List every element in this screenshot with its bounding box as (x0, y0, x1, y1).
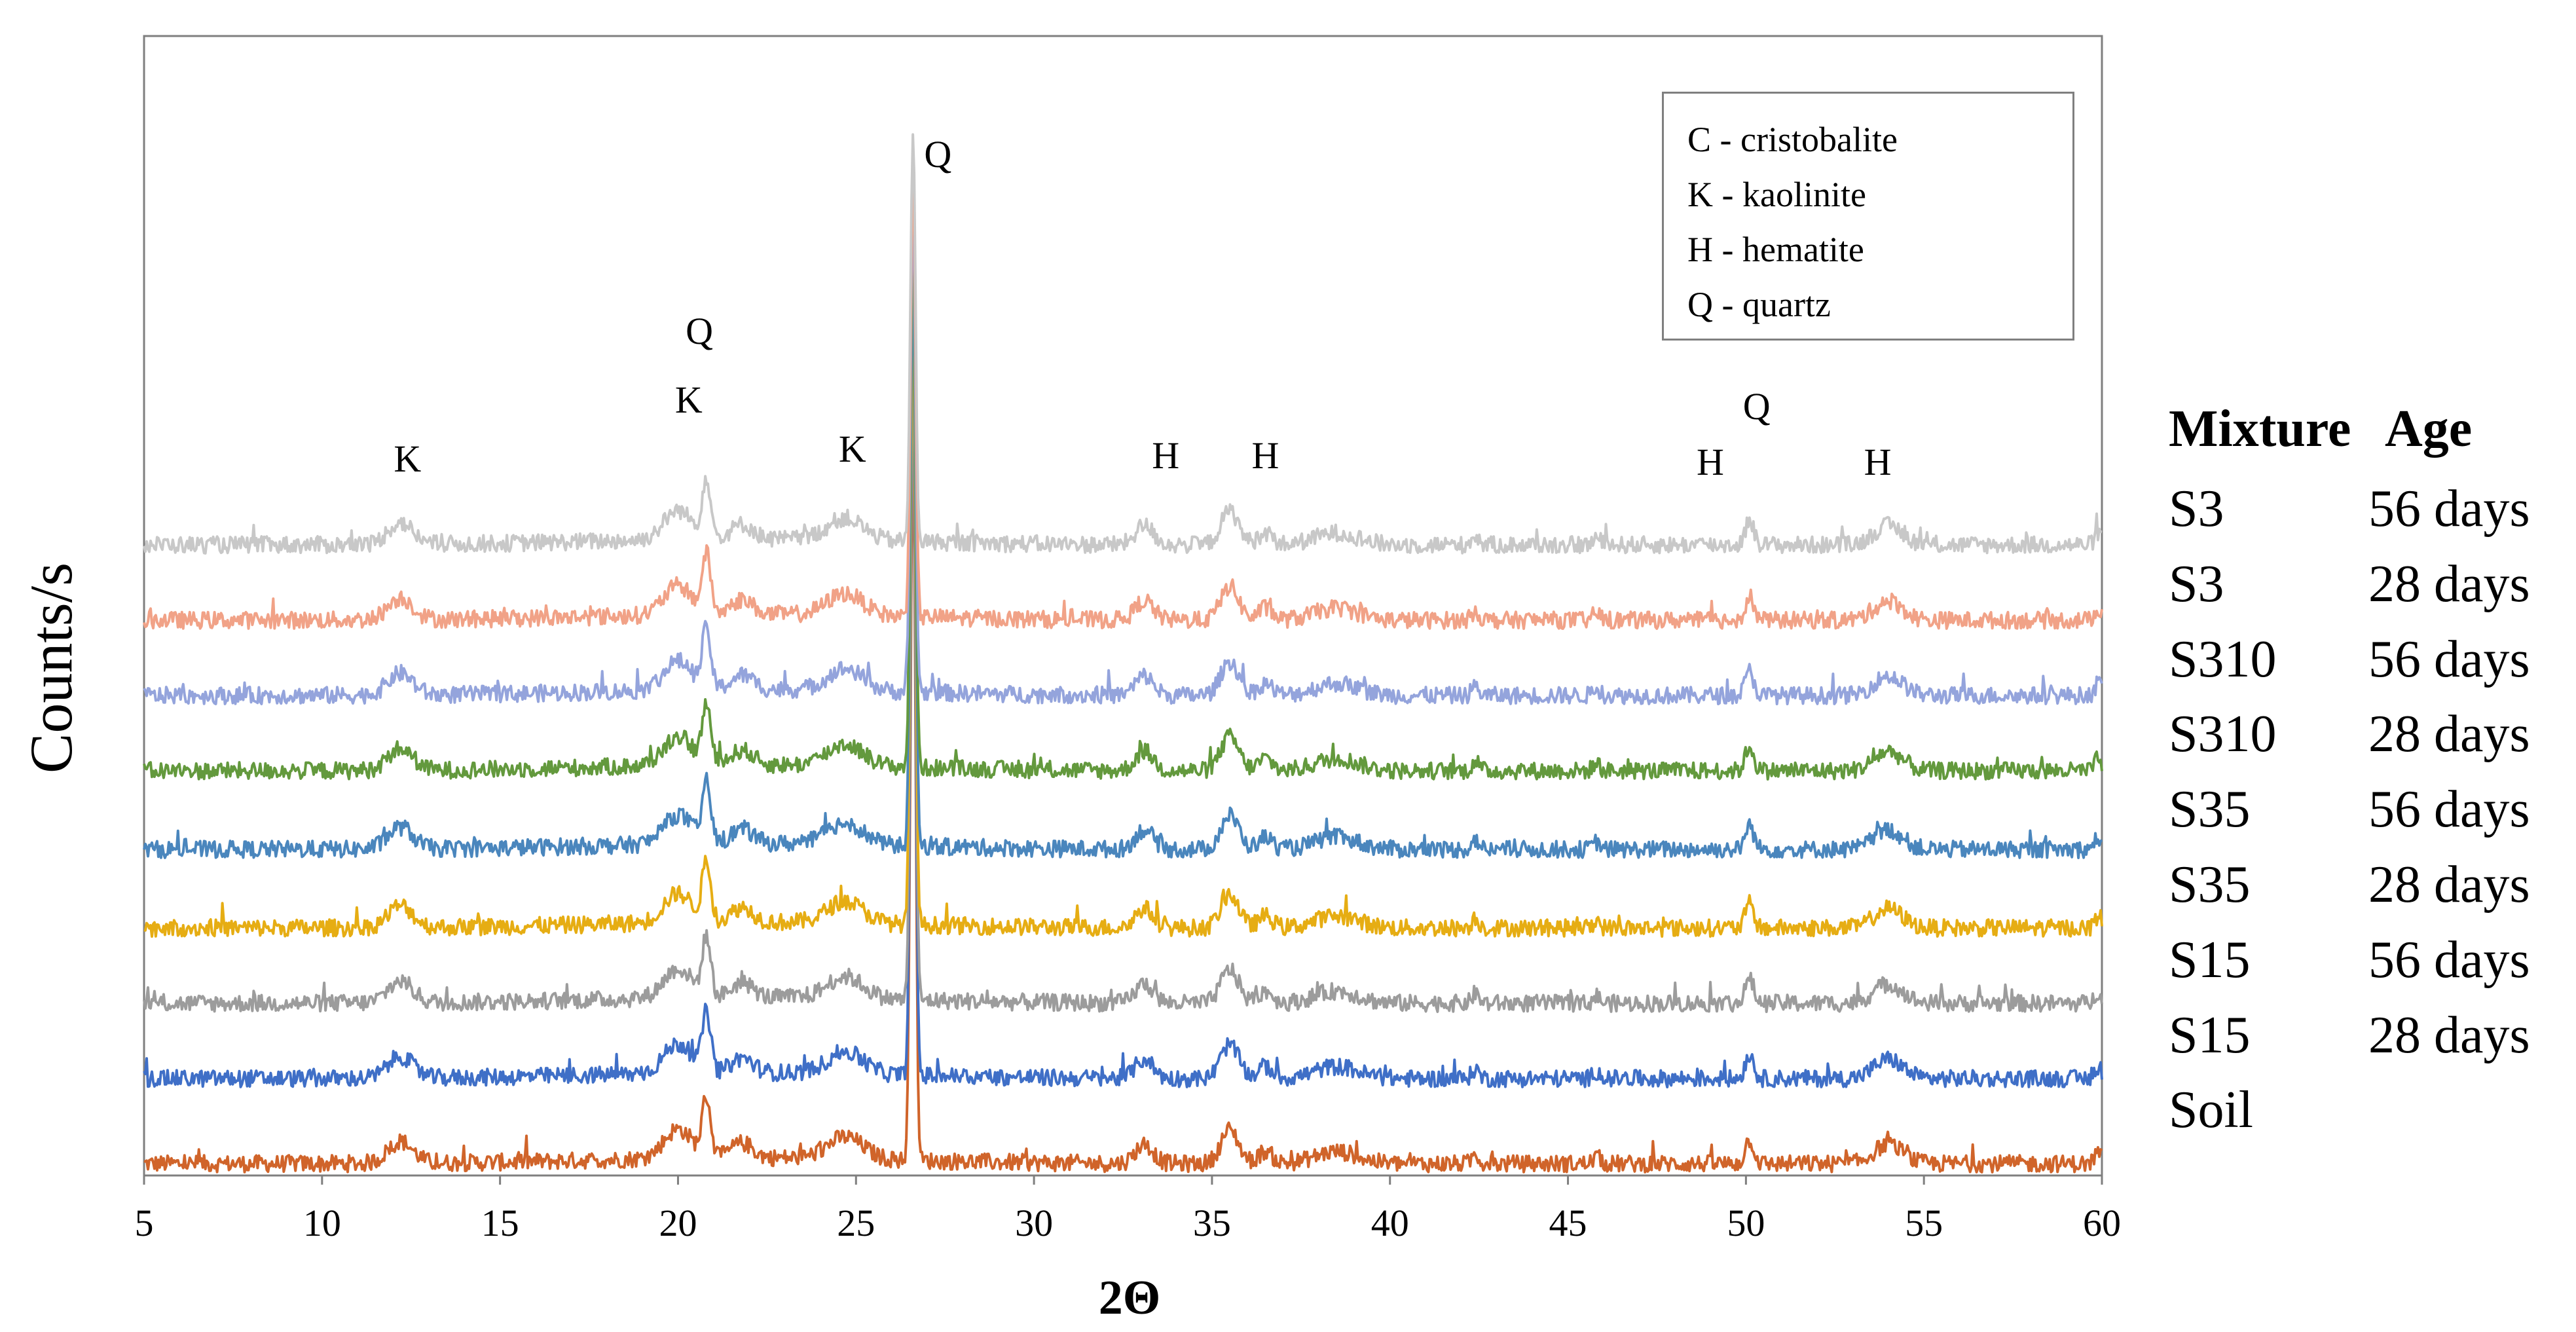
sample-row: S3 56 days (2169, 472, 2568, 547)
sample-age: 28 days (2368, 1006, 2530, 1064)
plot-area-frame (143, 35, 2103, 1177)
sample-mixture: S3 (2169, 555, 2224, 613)
series-line (143, 388, 2103, 1088)
header-mixture: Mixture (2169, 400, 2351, 458)
mineral-legend: C - cristobalite K - kaolinite H - hemat… (1662, 92, 2074, 341)
sample-row: S35 56 days (2169, 772, 2568, 847)
series-layer (143, 133, 2103, 1174)
peak-label: K (675, 379, 703, 421)
series-line (143, 206, 2103, 705)
x-tick-label: 25 (837, 1202, 875, 1244)
series-line (143, 281, 2103, 859)
series-line (143, 309, 2103, 938)
peak-label: Q (686, 310, 713, 352)
sample-age: 28 days (2368, 705, 2530, 764)
peak-label: Q (1743, 385, 1771, 428)
sample-row: S15 56 days (2169, 923, 2568, 998)
x-tick-label: 20 (659, 1202, 697, 1244)
peak-label: H (1152, 434, 1179, 477)
series-line (143, 356, 2103, 1013)
sample-mixture: S35 (2169, 781, 2251, 839)
legend-entry-hematite: H - hematite (1687, 230, 1864, 269)
sample-mixture: S35 (2169, 855, 2251, 914)
peak-label: H (1697, 441, 1724, 483)
x-axis-label: 2Θ (1098, 1271, 1161, 1325)
series-line (143, 172, 2103, 630)
x-tick-label: 15 (481, 1202, 519, 1244)
peak-label: K (839, 428, 866, 470)
x-tick-label: 35 (1193, 1202, 1231, 1244)
sample-row: S35 28 days (2169, 847, 2568, 923)
peak-label: H (1252, 434, 1279, 477)
x-tick-label: 55 (1905, 1202, 1943, 1244)
series-line (143, 437, 2103, 1174)
sample-mixture: S15 (2169, 931, 2251, 989)
x-tick-label: 30 (1015, 1202, 1053, 1244)
x-axis: 5 10 15 20 25 30 35 40 45 50 55 60 (135, 1175, 2121, 1244)
x-tick-label: 50 (1727, 1202, 1765, 1244)
sample-row: S15 28 days (2169, 998, 2568, 1073)
legend-entry-kaolinite: K - kaolinite (1687, 175, 1866, 214)
sample-age: 56 days (2368, 480, 2530, 538)
sample-row: S310 28 days (2169, 697, 2568, 772)
peak-label: H (1864, 441, 1892, 483)
sample-age: 56 days (2368, 781, 2530, 839)
sample-table-header: Mixture Age (2169, 393, 2568, 472)
sample-age: 28 days (2368, 555, 2530, 613)
sample-mixture: S310 (2169, 705, 2277, 764)
peak-label: K (394, 437, 421, 480)
header-age: Age (2385, 400, 2473, 458)
sample-age: 28 days (2368, 855, 2530, 914)
y-axis-label: Counts/s (18, 562, 84, 774)
sample-mixture: Soil (2169, 1081, 2253, 1139)
x-tick-label: 40 (1371, 1202, 1409, 1244)
x-tick-label: 10 (303, 1202, 341, 1244)
sample-row: S3 28 days (2169, 547, 2568, 622)
sample-mixture: S3 (2169, 480, 2224, 538)
x-tick-label: 60 (2083, 1202, 2121, 1244)
legend-entry-quartz: Q - quartz (1687, 285, 1831, 324)
sample-mixture: S15 (2169, 1006, 2251, 1064)
sample-age: 56 days (2368, 931, 2530, 989)
sample-row: Soil (2169, 1073, 2568, 1148)
x-tick-label: 5 (135, 1202, 154, 1244)
sample-table-rows: S3 56 days S3 28 days S310 56 days S310 28 days… (2169, 472, 2568, 1148)
sample-age: 56 days (2368, 630, 2530, 688)
sample-table: Mixture Age S3 56 days S3 28 days S310 56 days… (2169, 393, 2568, 1148)
sample-mixture: S310 (2169, 630, 2277, 688)
series-line (143, 133, 2103, 555)
x-tick-label: 45 (1549, 1202, 1587, 1244)
sample-row: S310 56 days (2169, 622, 2568, 697)
legend-entry-cristobalite: C - cristobalite (1687, 120, 1898, 159)
peak-label: Q (924, 133, 951, 176)
series-line (143, 242, 2103, 781)
